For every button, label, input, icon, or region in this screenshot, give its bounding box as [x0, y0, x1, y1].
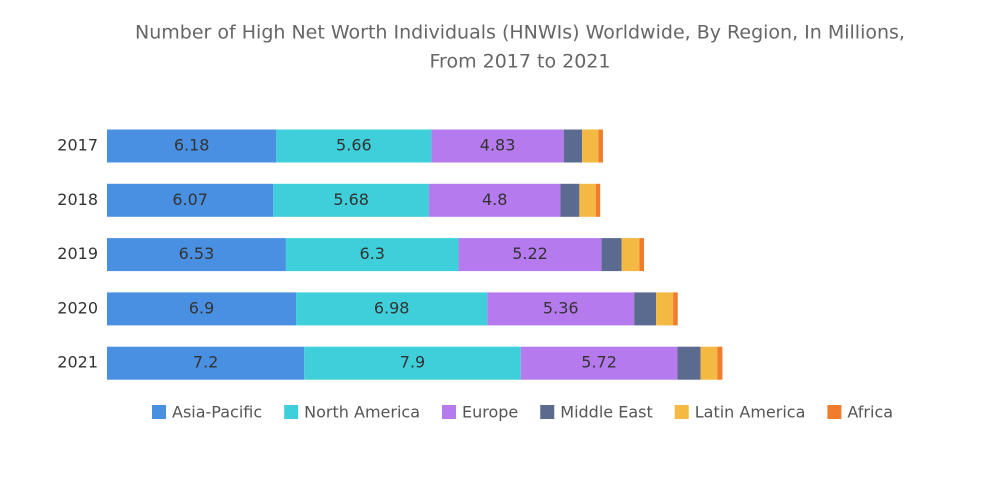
data-label: 6.07 — [172, 190, 208, 209]
data-label: 5.68 — [333, 190, 369, 209]
legend-swatch — [674, 405, 689, 419]
legend-swatch — [827, 405, 842, 419]
data-label: 7.2 — [193, 353, 218, 372]
bar-segment — [107, 129, 277, 163]
data-label: 4.8 — [482, 190, 507, 209]
bar-segment — [458, 238, 602, 272]
bar-segment — [273, 183, 429, 217]
bar-segment — [296, 292, 488, 326]
bar-segment — [487, 292, 635, 326]
data-label: 5.66 — [336, 136, 372, 155]
bar-segment — [677, 346, 701, 380]
bar-segment — [285, 238, 459, 272]
data-label: 5.72 — [581, 353, 617, 372]
bar-segment — [601, 238, 622, 272]
data-label: 7.9 — [400, 353, 425, 372]
bar-segment — [639, 238, 645, 272]
bar-segment — [107, 183, 274, 217]
bar-segment — [656, 292, 674, 326]
data-label: 5.22 — [512, 244, 548, 263]
data-label: 6.18 — [174, 136, 210, 155]
bar-segment — [107, 238, 286, 272]
bar-segment — [621, 238, 640, 272]
data-label: 6.53 — [179, 244, 215, 263]
legend-swatch — [284, 405, 299, 419]
chart-title: From 2017 to 2021 — [430, 51, 611, 73]
bar-segment — [560, 183, 580, 217]
legend-label: North America — [304, 403, 420, 422]
data-label: 4.83 — [480, 136, 516, 155]
bar-segment — [563, 129, 583, 163]
bar-segment — [520, 346, 678, 380]
legend-label: Europe — [462, 403, 518, 422]
bar-segment — [700, 346, 718, 380]
y-tick-label: 2019 — [57, 244, 98, 263]
bar-segment — [598, 129, 603, 163]
bar-segment — [673, 292, 678, 326]
bar-segment — [634, 292, 657, 326]
data-label: 6.98 — [374, 298, 410, 317]
data-label: 6.3 — [360, 244, 385, 263]
legend-swatch — [540, 405, 555, 419]
bar-segment — [431, 129, 564, 163]
bar-segment — [579, 183, 596, 217]
y-tick-label: 2020 — [57, 298, 98, 317]
legend-label: Asia-Pacific — [172, 403, 262, 422]
legend-swatch — [152, 405, 166, 419]
legend-label: Latin America — [695, 403, 806, 422]
chart-title: Number of High Net Worth Individuals (HN… — [135, 22, 905, 44]
y-tick-label: 2021 — [57, 353, 98, 372]
bar-segment — [582, 129, 599, 163]
bar-segment — [428, 183, 561, 217]
y-tick-label: 2017 — [57, 136, 98, 155]
legend-swatch — [442, 405, 456, 419]
legend-label: Middle East — [560, 403, 652, 422]
y-tick-label: 2018 — [57, 190, 98, 209]
bar-segment — [107, 292, 297, 326]
bar-segment — [595, 183, 601, 217]
legend-label: Africa — [847, 403, 893, 422]
bar-segment — [717, 346, 723, 380]
bar-segment — [276, 129, 432, 163]
bar-segment — [304, 346, 521, 380]
data-label: 6.9 — [189, 298, 214, 317]
bar-segment — [107, 346, 305, 380]
data-label: 5.36 — [543, 298, 579, 317]
